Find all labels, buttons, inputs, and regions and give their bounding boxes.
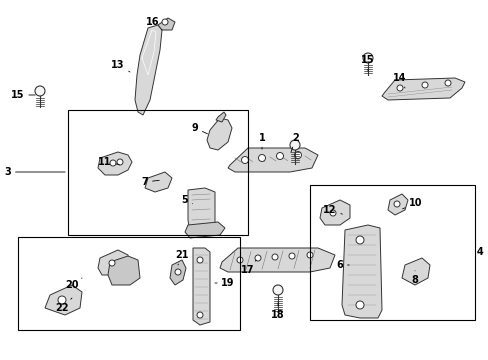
Text: 16: 16 <box>146 17 162 30</box>
Text: 4: 4 <box>476 247 482 257</box>
Text: 15: 15 <box>361 55 374 71</box>
Text: 14: 14 <box>392 73 406 88</box>
Circle shape <box>355 236 363 244</box>
Polygon shape <box>220 248 334 272</box>
Circle shape <box>272 285 283 295</box>
Circle shape <box>109 260 115 266</box>
Circle shape <box>254 255 261 261</box>
Text: 18: 18 <box>271 303 284 320</box>
Circle shape <box>162 19 168 25</box>
Text: 20: 20 <box>65 278 82 290</box>
Circle shape <box>258 154 265 162</box>
Circle shape <box>444 80 450 86</box>
Bar <box>309 185 474 320</box>
Polygon shape <box>387 194 407 215</box>
Circle shape <box>117 159 123 165</box>
Polygon shape <box>381 78 464 100</box>
Polygon shape <box>108 256 140 285</box>
Circle shape <box>58 296 66 304</box>
Text: 15: 15 <box>11 90 35 100</box>
Polygon shape <box>184 222 224 238</box>
Text: 2: 2 <box>290 133 299 152</box>
Polygon shape <box>98 152 132 175</box>
Circle shape <box>276 153 283 159</box>
Text: 22: 22 <box>55 298 72 313</box>
Polygon shape <box>319 200 349 225</box>
Circle shape <box>393 201 399 207</box>
Circle shape <box>289 140 299 150</box>
Polygon shape <box>216 112 225 122</box>
Circle shape <box>197 312 203 318</box>
Polygon shape <box>170 260 185 285</box>
Circle shape <box>288 253 294 259</box>
Polygon shape <box>341 225 381 318</box>
Bar <box>18 237 240 330</box>
Circle shape <box>175 269 181 275</box>
Polygon shape <box>193 248 209 325</box>
Circle shape <box>237 257 243 263</box>
Polygon shape <box>45 285 82 315</box>
Text: 7: 7 <box>142 177 159 187</box>
Text: 17: 17 <box>241 260 256 275</box>
Circle shape <box>421 82 427 88</box>
Text: 12: 12 <box>323 205 342 215</box>
Text: 13: 13 <box>111 60 130 72</box>
Text: 5: 5 <box>181 195 192 205</box>
Text: 3: 3 <box>4 167 65 177</box>
Polygon shape <box>227 148 317 172</box>
Text: 19: 19 <box>215 278 234 288</box>
Circle shape <box>110 160 116 166</box>
Circle shape <box>241 157 248 163</box>
Text: 10: 10 <box>402 198 422 209</box>
Polygon shape <box>98 250 130 275</box>
Bar <box>68 110 247 235</box>
Polygon shape <box>401 258 429 285</box>
Text: 9: 9 <box>191 123 207 134</box>
Circle shape <box>294 152 301 158</box>
Circle shape <box>306 252 312 258</box>
Circle shape <box>329 210 335 216</box>
Polygon shape <box>135 25 162 115</box>
Polygon shape <box>206 118 231 150</box>
Polygon shape <box>158 18 175 30</box>
Polygon shape <box>145 172 172 192</box>
Circle shape <box>197 257 203 263</box>
Text: 8: 8 <box>411 271 418 285</box>
Text: 6: 6 <box>336 260 348 270</box>
Text: 21: 21 <box>175 250 188 265</box>
Polygon shape <box>187 188 215 232</box>
Circle shape <box>35 86 45 96</box>
Circle shape <box>362 53 372 63</box>
Circle shape <box>396 85 402 91</box>
Text: 11: 11 <box>98 157 119 167</box>
Text: 1: 1 <box>258 133 265 149</box>
Circle shape <box>355 301 363 309</box>
Circle shape <box>271 254 278 260</box>
